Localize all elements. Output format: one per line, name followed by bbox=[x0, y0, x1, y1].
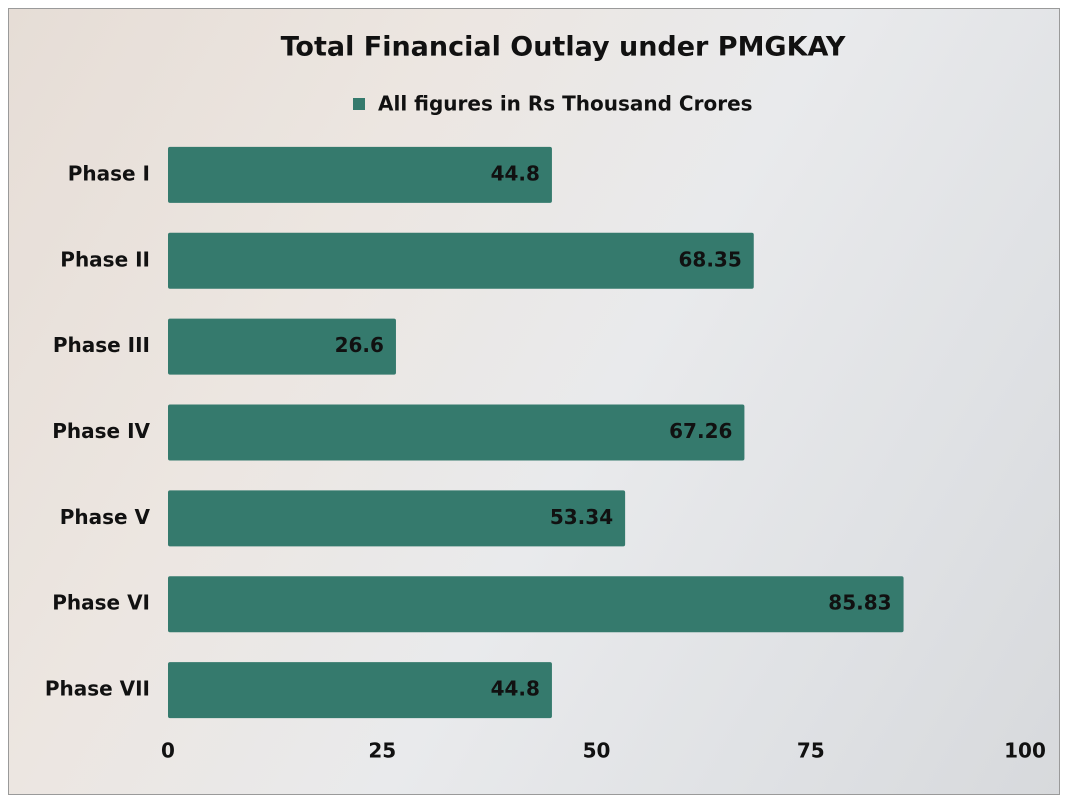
data-label: 26.6 bbox=[335, 333, 384, 357]
x-tick-label: 50 bbox=[583, 739, 611, 763]
chart-title: Total Financial Outlay under PMGKAY bbox=[281, 32, 846, 63]
bar bbox=[168, 576, 904, 632]
y-tick-label: Phase II bbox=[60, 247, 150, 271]
y-tick-label: Phase I bbox=[68, 161, 150, 185]
data-label: 44.8 bbox=[491, 161, 540, 185]
data-label: 68.35 bbox=[678, 247, 741, 271]
data-label: 67.26 bbox=[669, 419, 732, 443]
x-tick-label: 75 bbox=[797, 739, 825, 763]
y-tick-label: Phase IV bbox=[52, 419, 150, 443]
x-tick-label: 100 bbox=[1004, 739, 1046, 763]
x-tick-label: 25 bbox=[368, 739, 396, 763]
bar bbox=[168, 405, 744, 461]
data-label: 44.8 bbox=[491, 677, 540, 701]
y-tick-label: Phase VI bbox=[52, 591, 150, 615]
y-tick-label: Phase V bbox=[60, 505, 151, 529]
y-tick-label: Phase III bbox=[53, 333, 150, 357]
bar bbox=[168, 233, 754, 289]
legend-label: All figures in Rs Thousand Crores bbox=[378, 92, 753, 116]
data-label: 85.83 bbox=[828, 591, 891, 615]
y-tick-label: Phase VII bbox=[45, 677, 150, 701]
legend-swatch bbox=[353, 98, 365, 110]
x-tick-label: 0 bbox=[161, 739, 175, 763]
page: Total Financial Outlay under PMGKAY 0 25 5… bbox=[0, 0, 1066, 801]
data-label: 53.34 bbox=[550, 505, 613, 529]
chart: Total Financial Outlay under PMGKAY 0 25 5… bbox=[0, 0, 1066, 801]
